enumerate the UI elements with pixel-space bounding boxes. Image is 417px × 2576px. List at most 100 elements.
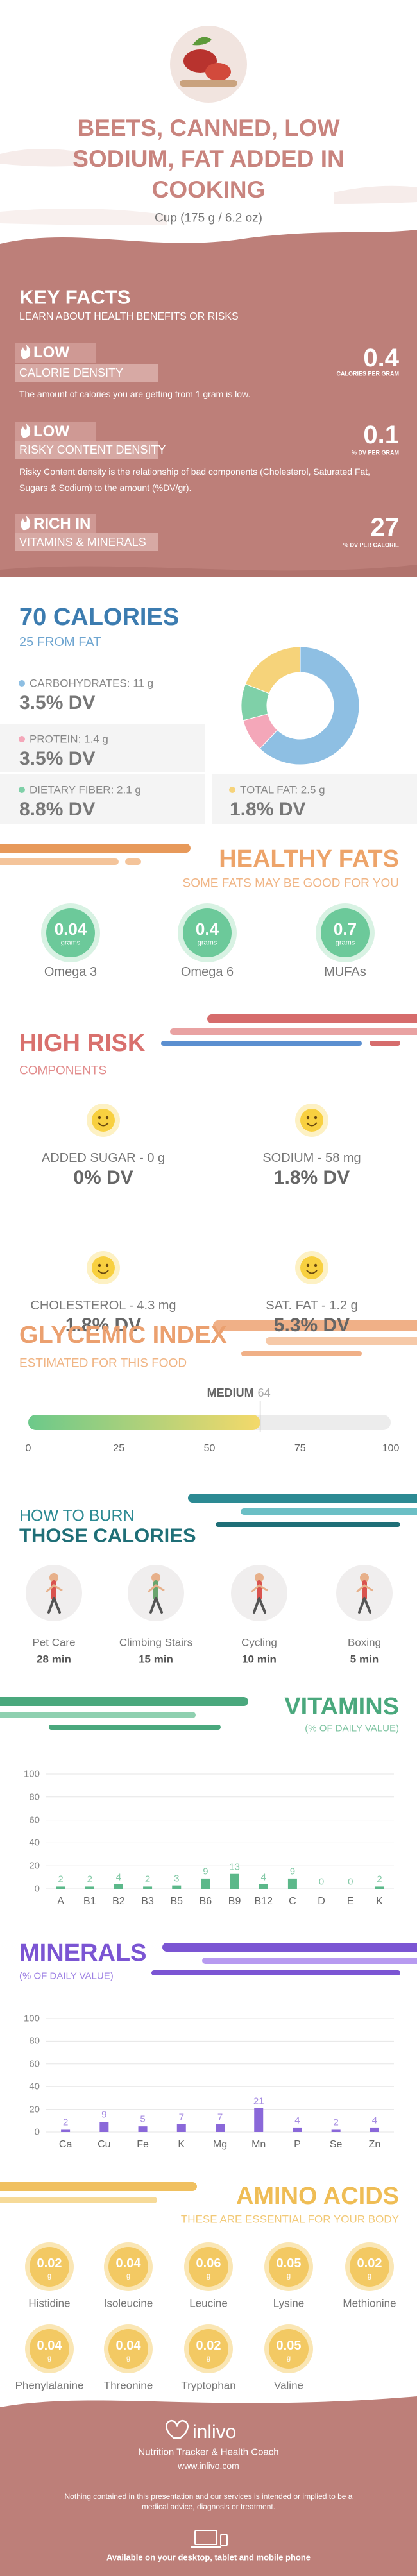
row-background (0, 774, 205, 824)
bar (56, 1886, 65, 1889)
fat-value: 0.4 (195, 919, 219, 939)
amino-name: Isoleucine (103, 2297, 153, 2310)
amino-unit: g (47, 2272, 52, 2280)
x-tick-label: D (318, 1896, 325, 1907)
x-tick-label: Se (329, 2139, 343, 2150)
risk-label: CHOLESTEROL - 4.3 mg (30, 1299, 176, 1313)
bar-value-label: 4 (294, 2115, 300, 2126)
bar-value-label: 2 (62, 2117, 69, 2128)
section-title: AMINO ACIDS (235, 2183, 399, 2210)
legend-dot (19, 680, 25, 687)
nutrient-label: DIETARY FIBER: 2.1 g (30, 783, 141, 796)
x-tick-label: B3 (141, 1896, 154, 1907)
glycemic-level: MEDIUM (207, 1386, 254, 1399)
badge-icon (21, 516, 31, 531)
donut-segment (244, 646, 301, 694)
row-background (212, 774, 417, 824)
bar (85, 1886, 94, 1889)
key-facts-wave (0, 565, 417, 577)
amino-unit: g (206, 2354, 211, 2362)
section-subtitle: ESTIMATED FOR THIS FOOD (19, 1356, 187, 1370)
gauge-fill (28, 1415, 260, 1430)
risk-dv: 0% DV (73, 1167, 133, 1188)
y-tick-label: 100 (23, 1768, 40, 1780)
bar (201, 1878, 210, 1889)
emoji-eye (105, 1116, 109, 1120)
x-tick-label: 25 (113, 1443, 125, 1454)
devices-icon (191, 2530, 228, 2548)
x-tick-label: 50 (203, 1443, 216, 1454)
bar-value-label: 0 (318, 1876, 325, 1888)
x-tick-label: B1 (83, 1896, 96, 1907)
nutrient-label: PROTEIN: 1.4 g (30, 733, 108, 746)
amino-stripes (0, 2182, 197, 2203)
amino-name: Valine (274, 2379, 303, 2392)
section-subtitle: COMPONENTS (19, 1064, 107, 1078)
y-tick-label: 20 (29, 1860, 40, 1872)
amino-value: 0.04 (115, 2339, 141, 2353)
nutrient-label: TOTAL FAT: 2.5 g (240, 783, 325, 796)
fact-label: VITAMINS & MINERALS (19, 536, 146, 549)
risk-dv: 5.3% DV (273, 1315, 350, 1336)
fats-stripes (0, 844, 191, 865)
x-tick-label: B12 (254, 1896, 273, 1907)
y-tick-label: 80 (29, 1791, 40, 1803)
y-tick-label: 40 (29, 2081, 40, 2092)
glycemic-stripes (213, 1320, 417, 1356)
amino-value: 0.04 (37, 2339, 62, 2353)
activity-time: 28 min (37, 1653, 71, 1666)
bar-value-label: 21 (253, 2095, 264, 2107)
risk-label: SAT. FAT - 1.2 g (266, 1299, 358, 1313)
activity-time: 10 min (242, 1653, 277, 1666)
page-title: BEETS, CANNED, LOW SODIUM, FAT ADDED IN … (72, 115, 345, 203)
activity-arms (251, 1584, 268, 1593)
x-tick-label: B5 (170, 1896, 183, 1907)
fact-label: CALORIE DENSITY (19, 366, 124, 379)
amino-circle (108, 2329, 148, 2369)
amino-name: Lysine (273, 2297, 305, 2310)
emoji-face (92, 1109, 115, 1132)
amino-value: 0.02 (37, 2256, 62, 2271)
amino-unit: g (126, 2354, 131, 2362)
amino-unit: g (126, 2272, 131, 2280)
bar (287, 1878, 297, 1889)
nutrient-dv: 3.5% DV (19, 692, 96, 713)
amino-unit: g (367, 2272, 372, 2280)
y-tick-label: 60 (29, 2058, 40, 2070)
emoji-face (92, 1256, 115, 1279)
donut-segment (259, 646, 360, 765)
nutrient-dv: 3.5% DV (19, 748, 96, 769)
fat-unit: grams (335, 939, 355, 947)
vitamins-stripes (0, 1697, 248, 1730)
amino-unit: g (286, 2354, 291, 2362)
x-tick-label: K (376, 1896, 383, 1907)
nutrient-dv: 1.8% DV (230, 799, 306, 820)
emoji-eye (105, 1263, 109, 1267)
activity-arms (148, 1584, 165, 1593)
risk-stripes (161, 1014, 417, 1046)
logo-heart (166, 2419, 189, 2439)
x-tick-label: C (289, 1896, 296, 1907)
section-subtitle: (% OF DAILY VALUE) (305, 1723, 399, 1734)
fat-circle (46, 908, 95, 957)
badge-icon (21, 423, 31, 438)
amino-value: 0.05 (276, 2256, 302, 2271)
section-subtitle: (% OF DAILY VALUE) (19, 1970, 114, 1982)
fact-description: The amount of calories you are getting f… (19, 389, 251, 399)
bar-value-label: 9 (289, 1866, 296, 1877)
activity-legs (358, 1597, 371, 1614)
x-tick-label: B6 (199, 1896, 212, 1907)
activity-head (151, 1573, 160, 1582)
glycemic-value: 64 (257, 1386, 271, 1399)
bar (172, 1885, 182, 1889)
activity-name: Pet Care (32, 1636, 76, 1649)
serving-size: Cup (175 g / 6.2 oz) (155, 211, 262, 225)
x-tick-label: K (178, 2139, 185, 2150)
legend-dot (229, 787, 235, 793)
risk-label: SODIUM - 58 mg (262, 1151, 361, 1165)
section-title: VITAMINS (284, 1693, 399, 1720)
fat-name: Omega 3 (44, 965, 98, 979)
legend-dot (19, 736, 25, 742)
fact-value: 0.4 (363, 344, 399, 372)
fact-unit: CALORIES PER GRAM (336, 370, 399, 377)
